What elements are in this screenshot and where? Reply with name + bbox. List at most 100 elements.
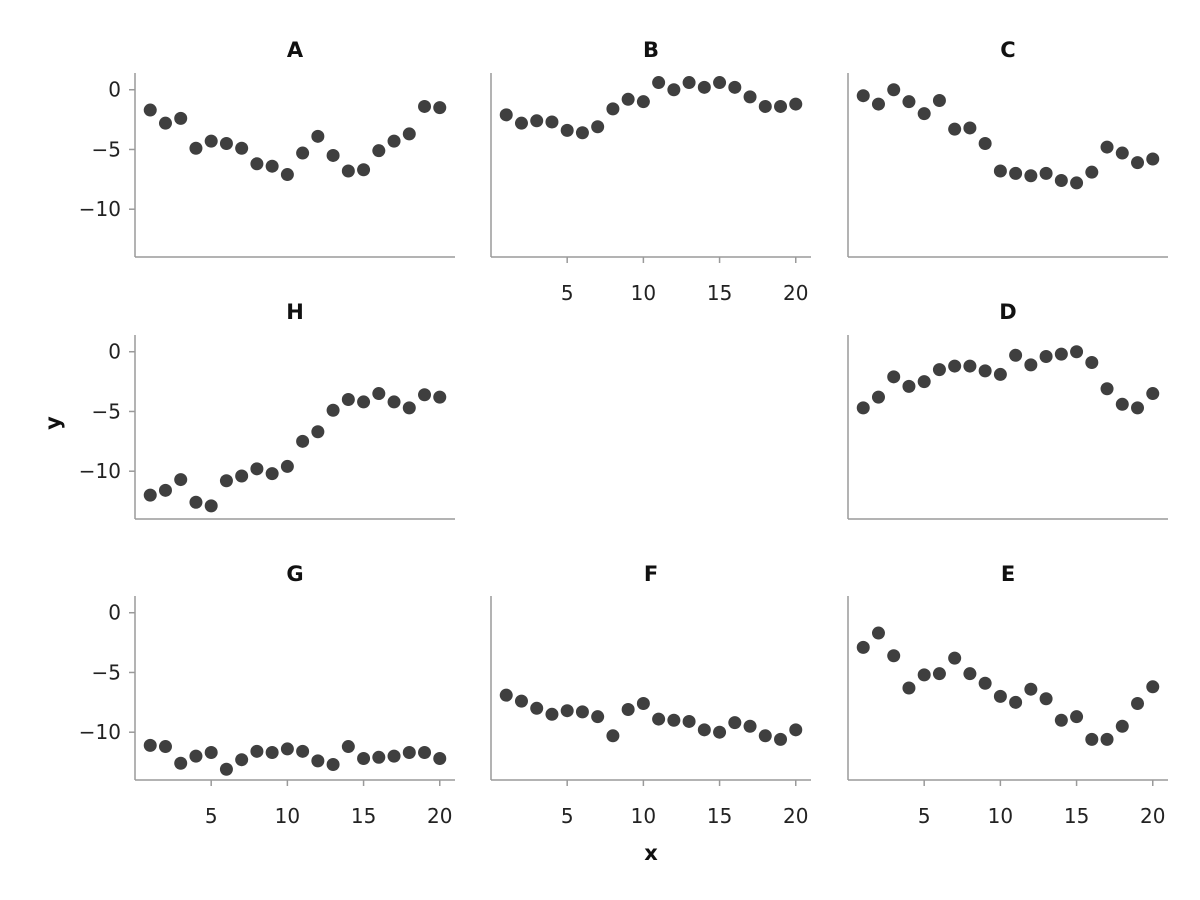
data-point — [1070, 345, 1084, 359]
data-point — [575, 126, 589, 140]
data-point — [697, 80, 711, 94]
data-point — [621, 92, 635, 106]
data-point — [621, 703, 635, 717]
data-point — [357, 163, 371, 177]
data-point — [311, 425, 325, 439]
data-point — [174, 111, 188, 125]
data-point — [265, 746, 279, 760]
data-point — [174, 756, 188, 770]
x-tick-label: 20 — [783, 281, 808, 305]
data-point — [499, 108, 513, 122]
data-point — [219, 474, 233, 488]
data-point — [591, 120, 605, 134]
x-tick-label: 15 — [351, 804, 376, 828]
data-point — [667, 713, 681, 727]
x-tick-label: 20 — [427, 804, 452, 828]
x-tick-label: 10 — [275, 804, 300, 828]
panel-d: D — [847, 300, 1168, 520]
data-point — [871, 626, 885, 640]
data-point — [1009, 348, 1023, 362]
data-point — [917, 668, 931, 682]
data-point — [856, 89, 870, 103]
data-point — [1009, 166, 1023, 180]
data-point — [963, 359, 977, 373]
data-point — [1146, 152, 1160, 166]
data-point — [1131, 697, 1145, 711]
y-tick-label: −5 — [92, 399, 121, 423]
data-point — [667, 83, 681, 97]
data-point — [189, 749, 203, 763]
data-point — [357, 395, 371, 409]
data-point — [1024, 358, 1038, 372]
data-point — [280, 168, 294, 182]
data-point — [545, 707, 559, 721]
data-point — [545, 115, 559, 129]
y-axis-label: y — [41, 416, 65, 430]
data-point — [1039, 166, 1053, 180]
panel-title-b: B — [643, 38, 659, 62]
data-point — [652, 76, 666, 90]
y-tick-label: −5 — [92, 137, 121, 161]
x-tick-label: 10 — [988, 804, 1013, 828]
data-point — [902, 681, 916, 695]
data-point — [856, 401, 870, 415]
data-point — [1054, 713, 1068, 727]
data-point — [143, 738, 157, 752]
panel-b: B 5 10 15 20 — [490, 38, 811, 305]
data-point — [280, 742, 294, 756]
data-point — [978, 676, 992, 690]
data-point — [433, 390, 447, 404]
data-point — [1070, 710, 1084, 724]
data-point — [606, 729, 620, 743]
panel-a: A 0 −5 −10 — [79, 38, 455, 258]
data-point — [636, 697, 650, 711]
data-point — [311, 129, 325, 143]
data-point — [1131, 156, 1145, 170]
data-point — [713, 76, 727, 90]
data-point — [697, 723, 711, 737]
data-point — [387, 395, 401, 409]
data-point — [713, 725, 727, 739]
panel-h: H 0 −5 −10 — [79, 300, 455, 520]
data-point — [758, 729, 772, 743]
data-point — [235, 753, 249, 767]
data-point — [1146, 387, 1160, 401]
data-point — [326, 757, 340, 771]
data-point — [728, 80, 742, 94]
data-point — [418, 388, 432, 402]
y-tick-label: −10 — [79, 459, 121, 483]
data-point — [530, 114, 544, 128]
data-point — [499, 688, 513, 702]
data-point — [1085, 732, 1099, 746]
data-point — [963, 121, 977, 135]
data-point — [1100, 732, 1114, 746]
data-point — [402, 127, 416, 141]
x-tick-label: 15 — [1064, 804, 1089, 828]
x-tick-label: 20 — [1140, 804, 1165, 828]
data-point — [774, 732, 788, 746]
data-point — [296, 146, 310, 160]
data-point — [1039, 350, 1053, 364]
data-point — [372, 387, 386, 401]
x-axis-label: x — [644, 841, 658, 865]
data-point — [652, 712, 666, 726]
data-point — [250, 744, 264, 758]
data-point — [143, 103, 157, 117]
data-point — [387, 749, 401, 763]
x-tick-label: 5 — [918, 804, 931, 828]
data-point — [357, 751, 371, 765]
data-point — [433, 751, 447, 765]
panel-title-d: D — [999, 300, 1016, 324]
data-point — [728, 716, 742, 730]
data-point — [326, 403, 340, 417]
data-point — [636, 95, 650, 109]
data-point — [856, 640, 870, 654]
data-point — [1146, 680, 1160, 694]
data-point — [993, 367, 1007, 381]
x-tick-label: 15 — [707, 281, 732, 305]
data-point — [296, 744, 310, 758]
data-point — [591, 710, 605, 724]
panel-title-g: G — [286, 562, 303, 586]
data-point — [682, 714, 696, 728]
data-point — [1131, 401, 1145, 415]
